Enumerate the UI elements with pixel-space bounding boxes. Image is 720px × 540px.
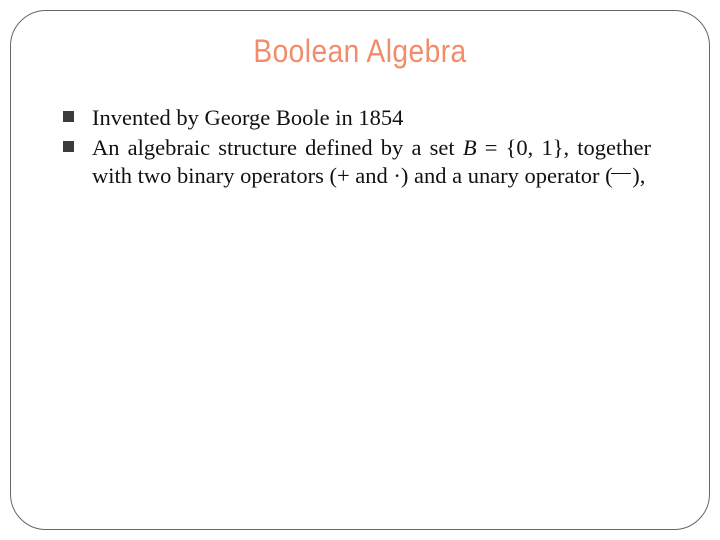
text-run: ), [627, 163, 646, 188]
list-item: An algebraic structure defined by a set … [63, 134, 651, 190]
text-run: An algebraic structure defined by a set [92, 135, 463, 160]
slide-frame: Boolean Algebra Invented by George Boole… [10, 10, 710, 530]
bullet-text: Invented by George Boole in 1854 [92, 104, 651, 132]
slide-title: Boolean Algebra [97, 33, 623, 70]
set-symbol: B [463, 135, 477, 160]
bullet-icon [63, 111, 74, 122]
bullet-text: An algebraic structure defined by a set … [92, 134, 651, 190]
bullet-icon [63, 141, 74, 152]
slide-body: Invented by George Boole in 1854 An alge… [61, 104, 659, 190]
list-item: Invented by George Boole in 1854 [63, 104, 651, 132]
